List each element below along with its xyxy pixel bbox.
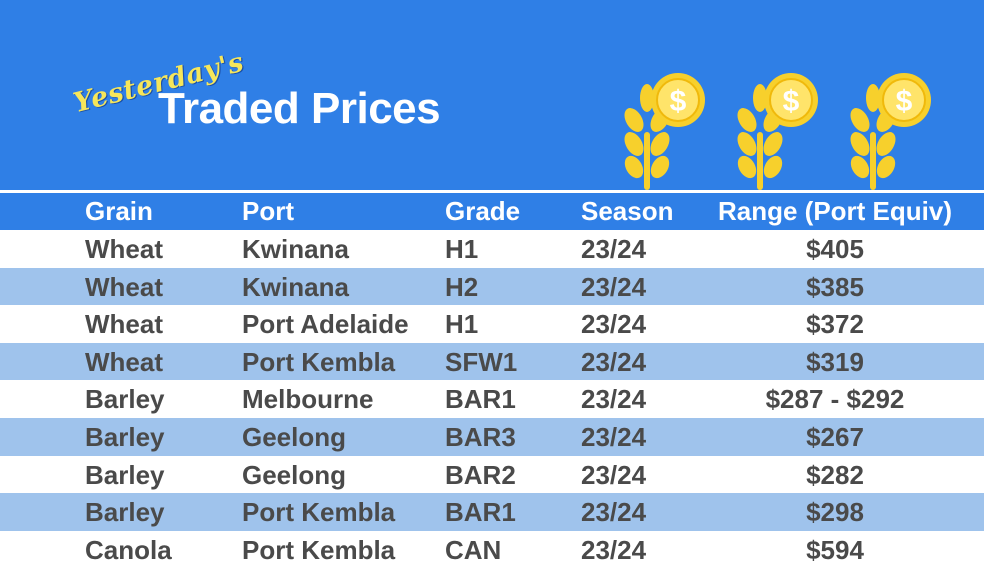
port-cell: Port Kembla — [242, 497, 396, 528]
range-cell: $267 — [806, 421, 864, 452]
svg-text:$: $ — [783, 85, 800, 118]
range-cell: $319 — [806, 346, 864, 377]
wheat-coin-icon: $ — [614, 70, 714, 190]
range-cell: $298 — [806, 497, 864, 528]
svg-text:$: $ — [670, 85, 687, 118]
port-cell: Geelong — [242, 459, 347, 490]
prices-table: Grain Port Grade Season Range (Port Equi… — [0, 193, 984, 569]
wheat-coin-icon: $ — [840, 70, 940, 190]
season-cell: 23/24 — [581, 534, 647, 565]
table-row: Barley Melbourne BAR1 23/24 $287 - $292 — [0, 380, 984, 418]
column-header-port: Port — [242, 196, 294, 226]
grain-cell: Wheat — [85, 309, 163, 340]
table-row: Wheat Port Kembla SFW1 23/24 $319 — [0, 342, 984, 381]
season-cell: 23/24 — [581, 346, 647, 377]
table-row: Wheat Port Adelaide H1 23/24 $372 — [0, 305, 984, 343]
grain-cell: Barley — [85, 384, 165, 415]
grade-cell: BAR1 — [445, 497, 516, 528]
table-row: Wheat Kwinana H1 23/24 $405 — [0, 230, 984, 268]
grade-cell: BAR1 — [445, 384, 516, 415]
range-cell: $405 — [806, 234, 864, 264]
range-cell: $594 — [806, 534, 864, 565]
column-header-grade: Grade — [445, 196, 521, 226]
port-cell: Melbourne — [242, 384, 374, 415]
season-cell: 23/24 — [581, 384, 647, 415]
grade-cell: BAR2 — [445, 459, 516, 490]
port-cell: Kwinana — [242, 271, 349, 302]
grain-cell: Barley — [85, 459, 165, 490]
wheat-coin-icon: $ — [727, 70, 827, 190]
season-cell: 23/24 — [581, 459, 647, 490]
season-cell: 23/24 — [581, 497, 647, 528]
season-cell: 23/24 — [581, 234, 647, 264]
table-row: Wheat Kwinana H2 23/24 $385 — [0, 267, 984, 306]
range-cell: $385 — [806, 271, 864, 302]
grain-cell: Wheat — [85, 346, 163, 377]
grade-cell: SFW1 — [445, 346, 518, 377]
table-row: Barley Geelong BAR2 23/24 $282 — [0, 455, 984, 494]
port-cell: Geelong — [242, 421, 347, 452]
column-header-season: Season — [581, 196, 674, 226]
season-cell: 23/24 — [581, 271, 647, 302]
grain-cell: Wheat — [85, 271, 163, 302]
table-row: Barley Geelong BAR3 23/24 $267 — [0, 417, 984, 456]
range-cell: $287 - $292 — [765, 384, 905, 415]
port-cell: Port Kembla — [242, 534, 396, 565]
grade-cell: H1 — [445, 234, 479, 264]
grade-cell: BAR3 — [445, 421, 516, 452]
column-header-grain: Grain — [85, 196, 153, 226]
table-row: Barley Port Kembla BAR1 23/24 $298 — [0, 493, 984, 531]
grade-cell: CAN — [445, 534, 502, 565]
range-cell: $372 — [806, 309, 864, 340]
table-header-row: Grain Port Grade Season Range (Port Equi… — [0, 193, 984, 230]
grain-cell: Canola — [85, 534, 172, 565]
range-cell: $282 — [806, 459, 864, 490]
column-header-range: Range (Port Equiv) — [717, 196, 952, 226]
svg-text:$: $ — [896, 85, 913, 118]
port-cell: Port Kembla — [242, 346, 396, 377]
grain-cell: Barley — [85, 497, 165, 528]
port-cell: Port Adelaide — [242, 309, 409, 340]
grain-cell: Wheat — [85, 234, 163, 264]
grade-cell: H2 — [445, 271, 479, 302]
port-cell: Kwinana — [242, 234, 349, 264]
page-title: Traded Prices — [158, 84, 441, 133]
season-cell: 23/24 — [581, 309, 647, 340]
season-cell: 23/24 — [581, 421, 647, 452]
header-banner: Yesterday's Traded Prices $ — [0, 0, 984, 190]
grain-cell: Barley — [85, 421, 165, 452]
grade-cell: H1 — [445, 309, 479, 340]
table-row: Canola Port Kembla CAN 23/24 $594 — [0, 530, 984, 569]
